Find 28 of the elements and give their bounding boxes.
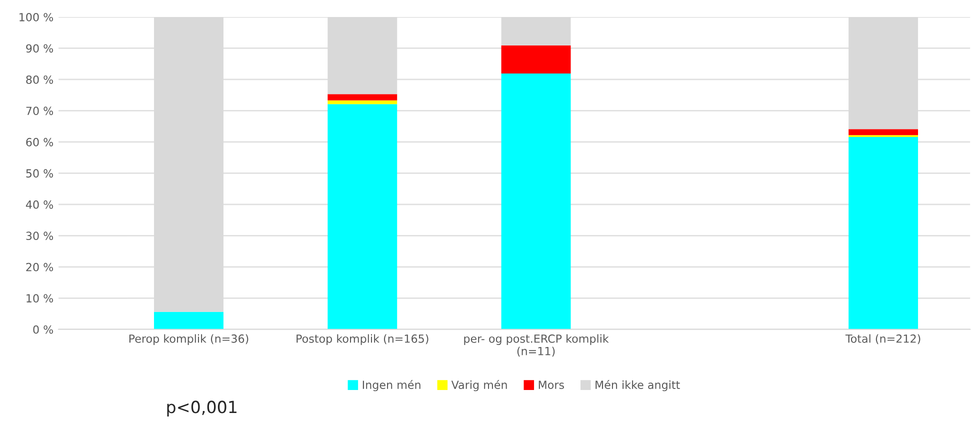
bar [848,136,918,330]
y-tick-label: 20 % [26,262,54,272]
bar [501,74,571,330]
y-tick-label: 80 % [26,75,54,84]
y-tick-label: 0 % [33,325,54,334]
text: p<0,001 [167,400,236,416]
y-tick-label: 30 % [26,232,54,240]
bar [328,100,398,104]
y-tick-label: 70 % [26,106,54,116]
bar [328,94,398,100]
x-tick-label: Postop komplik (n=165) [296,334,428,345]
x-tick-label: per- og post.ERCP komplik (n=11) [464,334,609,357]
y-tick-label: 60 % [26,138,54,146]
legend-label: Mén ikke angitt [596,380,680,392]
bar [848,129,918,136]
legend-label: Mors [538,380,564,390]
y-tick-label: 40 % [26,200,54,209]
y-tick-label: 50 % [26,169,54,178]
bar [501,45,571,74]
y-tick-label: 90 % [26,44,54,53]
bar [154,312,224,330]
y-tick-label: 100 % [20,12,54,22]
legend-label: Ingen mén [362,380,420,392]
x-tick-label: Perop komplik (n=36) [129,334,248,345]
x-tick-label: Total (n=212) [845,334,920,344]
bar [328,104,398,330]
legend-label: Varig mén [451,380,507,392]
y-tick-label: 10 % [26,294,54,303]
